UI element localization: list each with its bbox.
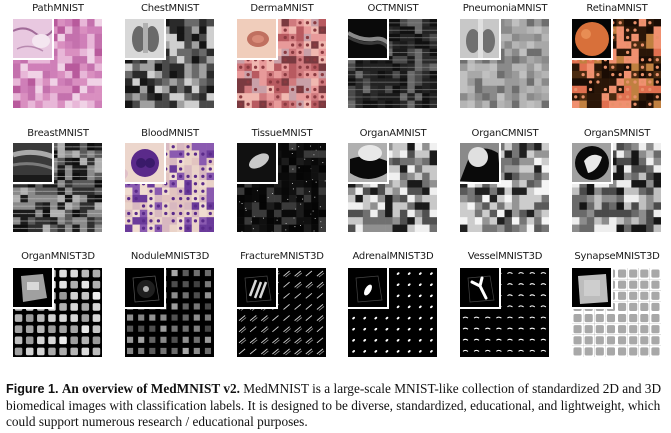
dataset-sample-mosaic (13, 143, 102, 232)
dataset-sample-mosaic (125, 19, 214, 108)
dataset-sample-mosaic (125, 143, 214, 232)
dataset-sample-mosaic (125, 268, 214, 357)
dataset-sample-mosaic (237, 268, 326, 357)
dataset-sample-mosaic (460, 268, 549, 357)
caption-body: MedMNIST is a large-scale MNIST-like col… (6, 381, 662, 429)
inset-sample-image (13, 19, 54, 60)
dataset-sample-mosaic (237, 143, 326, 232)
dataset-sample-mosaic (348, 19, 437, 108)
figure-grid: PathMNIST ChestMNIST DermaMNIST OCTMNIST Pne… (13, 3, 661, 357)
inset-sample-image (237, 143, 278, 184)
inset-sample-image (237, 268, 278, 309)
panel-label: RetinaMNIST (586, 3, 648, 14)
panel-label: DermaMNIST (250, 3, 314, 14)
inset-sample-image (13, 143, 54, 184)
dataset-sample-mosaic (13, 19, 102, 108)
dataset-sample-mosaic (237, 19, 326, 108)
inset-sample-image (13, 268, 54, 309)
panel-label: PneumoniaMNIST (462, 3, 548, 14)
panel-label: OrganAMNIST (359, 128, 427, 139)
panel-label: ChestMNIST (140, 3, 200, 14)
inset-sample-image (572, 19, 613, 60)
panel-label: OrganSMNIST (583, 128, 651, 139)
inset-sample-image (348, 143, 389, 184)
panel-label: BreastMNIST (27, 128, 89, 139)
inset-sample-image (348, 19, 389, 60)
inset-sample-image (572, 268, 613, 309)
dataset-sample-mosaic (572, 268, 661, 357)
dataset-sample-mosaic (572, 19, 661, 108)
panel-label: AdrenalMNIST3D (352, 251, 434, 262)
panel-label: OrganCMNIST (471, 128, 539, 139)
panel-label: NoduleMNIST3D (130, 251, 210, 262)
dataset-sample-mosaic (348, 268, 437, 357)
inset-sample-image (125, 268, 166, 309)
panel-label: PathMNIST (32, 3, 84, 14)
inset-sample-image (125, 143, 166, 184)
caption-title: An overview of MedMNIST v2. (61, 381, 240, 396)
panel-label: SynapseMNIST3D (574, 251, 660, 262)
inset-sample-image (237, 19, 278, 60)
inset-sample-image (460, 143, 501, 184)
panel-label: TissueMNIST (251, 128, 313, 139)
inset-sample-image (460, 19, 501, 60)
caption-figure-label: Figure 1. (6, 382, 59, 396)
figure-caption: Figure 1. An overview of MedMNIST v2. Me… (6, 381, 666, 431)
inset-sample-image (348, 268, 389, 309)
panel-label: VesselMNIST3D (467, 251, 543, 262)
inset-sample-image (125, 19, 166, 60)
inset-sample-image (572, 143, 613, 184)
dataset-sample-mosaic (572, 143, 661, 232)
mosaic-image (237, 268, 326, 357)
panel-label: OrganMNIST3D (21, 251, 95, 262)
dataset-sample-mosaic (460, 19, 549, 108)
dataset-sample-mosaic (13, 268, 102, 357)
panel-label: FractureMNIST3D (240, 251, 324, 262)
panel-label: OCTMNIST (367, 3, 419, 14)
dataset-sample-mosaic (460, 143, 549, 232)
dataset-sample-mosaic (348, 143, 437, 232)
panel-label: BloodMNIST (141, 128, 199, 139)
mosaic-image (125, 143, 214, 232)
inset-sample-image (460, 268, 501, 309)
